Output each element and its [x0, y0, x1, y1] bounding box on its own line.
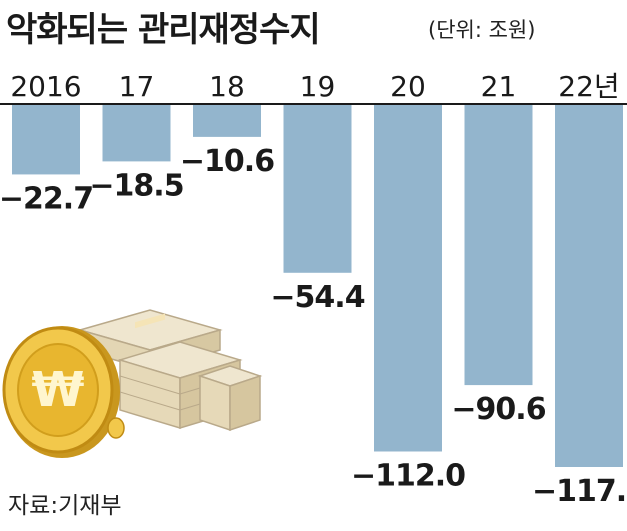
- unit-label: (단위: 조원): [428, 18, 536, 42]
- category-label: 21: [481, 70, 517, 103]
- bar-20: [374, 104, 442, 452]
- source-note: 자료:기재부: [8, 493, 122, 519]
- svg-text:₩: ₩: [32, 362, 85, 418]
- category-label: 19: [300, 70, 336, 103]
- category-labels: 2016 17 18 19 20 21 22년: [10, 70, 619, 103]
- money-icon: [77, 309, 263, 432]
- category-label: 17: [119, 70, 155, 103]
- value-label: −10.6: [180, 144, 274, 179]
- bars: [12, 104, 623, 467]
- value-labels: −22.7−18.5−10.6 −54.4 −112.0 −90.6 −117.0: [0, 144, 627, 509]
- bar-22년: [555, 104, 623, 467]
- bar-19: [283, 104, 352, 273]
- bar-2016: [12, 104, 80, 175]
- value-label: −117.0: [532, 474, 627, 509]
- category-label: 20: [390, 70, 426, 103]
- chart-title: 악화되는 관리재정수지: [6, 10, 321, 50]
- value-label: −112.0: [351, 458, 465, 493]
- value-label: −18.5: [89, 168, 183, 203]
- category-label: 18: [209, 70, 245, 103]
- category-label: 2016: [10, 70, 81, 103]
- coin-icon: ₩: [2, 326, 125, 458]
- category-label: 22년: [558, 70, 619, 103]
- bar-21: [464, 104, 533, 386]
- bar-18: [193, 104, 261, 137]
- bar-17: [102, 104, 171, 162]
- value-label: −54.4: [270, 280, 364, 315]
- value-label: −22.7: [0, 181, 93, 216]
- money-illustration: ₩: [2, 309, 263, 458]
- value-label: −90.6: [451, 392, 545, 427]
- baseline: [0, 103, 627, 105]
